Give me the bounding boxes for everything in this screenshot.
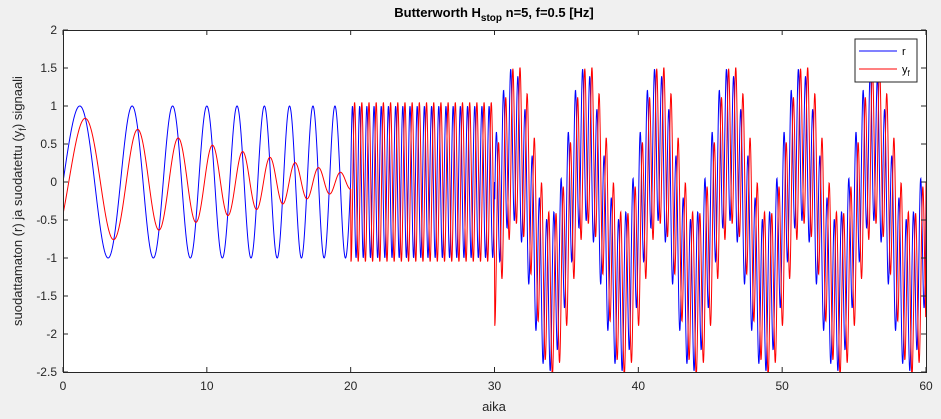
x-axis: 0 10 20 30 40 50 60 [60, 30, 933, 393]
x-tick-label: 30 [488, 379, 502, 393]
chart-title-suffix: n=5, f=0.5 [Hz] [502, 5, 594, 20]
y-tick-label: -2.5 [36, 365, 57, 379]
y-tick-label: 0.5 [40, 137, 57, 151]
y-tick-label: 1.5 [40, 61, 57, 75]
y-axis-label: suodattamaton (r) ja suodatettu (yf) sig… [10, 76, 29, 326]
legend-label-r: r [902, 46, 906, 58]
x-axis-label: aika [482, 399, 507, 414]
x-tick-label: 40 [632, 379, 646, 393]
y-tick-label: -0.5 [36, 213, 57, 227]
x-tick-label: 50 [775, 379, 789, 393]
series-layer [63, 67, 926, 372]
y-tick-label: -1 [46, 251, 57, 265]
x-tick-label: 60 [919, 379, 933, 393]
legend-label-y: yf [902, 64, 911, 78]
chart-title-main: Butterworth H [394, 5, 481, 20]
y-axis: -2.5 -2 -1.5 -1 -0.5 0 0.5 1 1.5 2 [36, 23, 926, 379]
x-tick-label: 10 [200, 379, 214, 393]
series-line-y [63, 67, 926, 372]
y-tick-label: 1 [50, 99, 57, 113]
y-axis-label-suffix: ) signaali [10, 76, 25, 128]
series-line-r [63, 69, 926, 371]
legend: r yf [854, 38, 918, 83]
y-tick-label: 2 [50, 23, 57, 37]
legend-box [854, 38, 918, 83]
chart-title: Butterworth Hstop n=5, f=0.5 [Hz] [394, 5, 594, 24]
x-tick-label: 0 [60, 379, 67, 393]
y-tick-label: -2 [46, 327, 57, 341]
chart-title-subscript: stop [481, 13, 502, 24]
y-axis-label-main: suodattamaton (r) ja suodatettu (y [10, 130, 25, 326]
y-tick-label: 0 [50, 175, 57, 189]
y-axis-label-subscript: f [18, 128, 29, 131]
x-tick-label: 20 [344, 379, 358, 393]
y-tick-label: -1.5 [36, 289, 57, 303]
